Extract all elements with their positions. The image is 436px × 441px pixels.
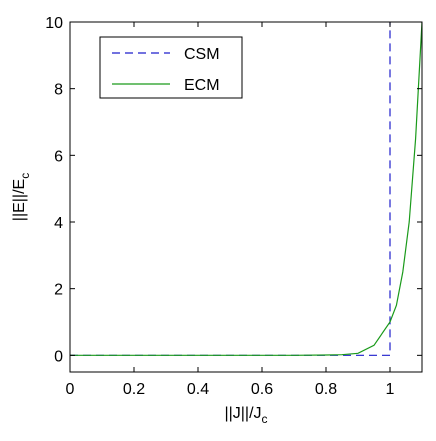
legend-label-ecm: ECM xyxy=(184,77,220,94)
y-axis-label: ||E||/Ec xyxy=(11,173,32,221)
x-axis-label-sub: c xyxy=(262,412,268,426)
y-tick-label: 0 xyxy=(54,348,63,365)
y-tick-label: 8 xyxy=(54,82,63,99)
x-axis-label: ||J||/Jc xyxy=(224,405,267,426)
series-line-ecm xyxy=(70,22,422,356)
plot-layer xyxy=(70,22,422,356)
legend: CSM ECM xyxy=(99,36,243,99)
legend-label-csm: CSM xyxy=(184,46,220,63)
y-tick-label: 10 xyxy=(45,15,63,32)
y-tick-label: 2 xyxy=(54,282,63,299)
x-tick-label: 0.2 xyxy=(123,381,145,398)
axis-labels: ||J||/Jc||E||/Ec xyxy=(11,173,268,426)
y-axis-label-sub: c xyxy=(18,173,32,179)
y-axis-label-main: ||E||/E xyxy=(11,179,28,221)
legend-box xyxy=(99,36,243,99)
x-tick-label: 1 xyxy=(386,381,395,398)
y-tick-label: 6 xyxy=(54,148,63,165)
x-tick-label: 0.8 xyxy=(315,381,337,398)
axes-box xyxy=(69,21,423,373)
x-tick-label: 0 xyxy=(66,381,75,398)
x-tick-label: 0.4 xyxy=(187,381,209,398)
x-tick-label: 0.6 xyxy=(251,381,273,398)
y-tick-label: 4 xyxy=(54,215,63,232)
x-axis-label-main: ||J||/J xyxy=(224,405,261,422)
